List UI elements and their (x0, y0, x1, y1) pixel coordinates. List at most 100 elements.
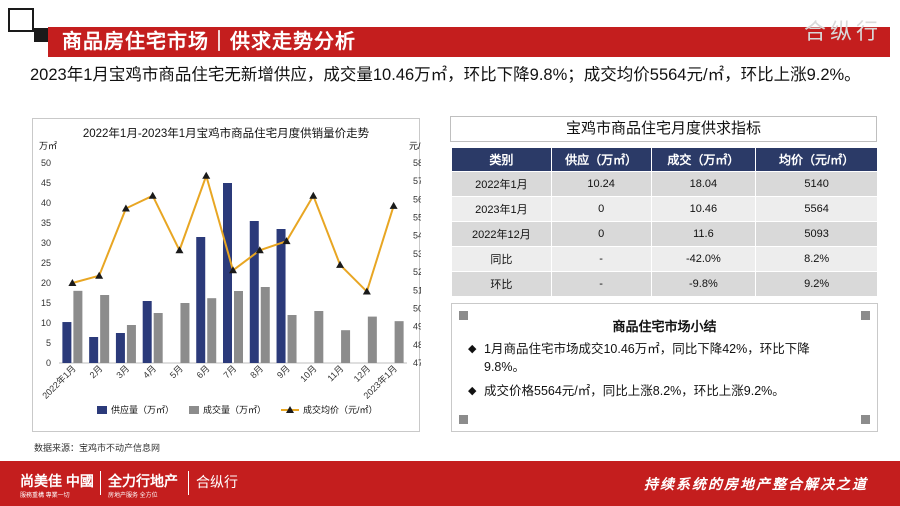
y-tick-right: 5600 (413, 194, 421, 204)
corner-square (861, 415, 870, 424)
bar-deal (367, 316, 377, 363)
bar-deal (73, 290, 83, 363)
y-axis-right-label: 元/㎡ (409, 141, 421, 151)
bar-supply (115, 333, 125, 363)
header-decor-square (8, 8, 34, 32)
y-tick-right: 5300 (413, 249, 421, 259)
marker-price (309, 191, 318, 199)
bar-deal (314, 311, 324, 363)
y-tick-left: 40 (41, 198, 51, 208)
corner-square (459, 415, 468, 424)
marker-price (121, 204, 130, 212)
table-cell: 0 (550, 196, 652, 222)
x-tick-label: 8月 (248, 363, 265, 380)
table-header-cell: 均价（元/㎡） (755, 147, 878, 172)
table-header-cell: 成交（万㎡） (650, 147, 757, 172)
table-cell: - (550, 246, 652, 272)
diamond-bullet-icon: ◆ (468, 385, 477, 397)
marker-price (389, 201, 398, 209)
table-cell: - (550, 271, 652, 297)
chart-svg: 万㎡ 元/㎡ 0 5 10 15 20 25 30 35 40 45 50 4700 4800 4900 500… (39, 141, 421, 415)
marker-price (95, 271, 104, 279)
y-tick-left: 5 (46, 338, 51, 348)
y-tick-left: 30 (41, 238, 51, 248)
bar-supply (142, 301, 152, 363)
footer-divider (188, 471, 189, 495)
footer-logo-quanlixing-sub: 房地产服务 全方位 (108, 493, 158, 499)
line-price (72, 172, 395, 294)
bar-deal (341, 330, 351, 363)
marker-price (336, 260, 345, 268)
bar-supply (249, 221, 259, 363)
legend-label-supply: 供应量（万㎡） (111, 404, 174, 415)
bar-deal (287, 315, 297, 363)
supply-demand-table: 类别 供应（万㎡） 成交（万㎡） 均价（元/㎡） 2022年1月 10.24 1… (451, 147, 878, 297)
x-tick-label: 10月 (298, 363, 319, 384)
x-tick-label: 7月 (221, 363, 238, 380)
table-row: 同比 - -42.0% 8.2% (451, 246, 878, 272)
y-tick-right: 5400 (413, 231, 421, 241)
table-cell: 2023年1月 (451, 196, 552, 222)
page-title: 商品房住宅市场｜供求走势分析 (62, 31, 356, 53)
y-tick-left: 20 (41, 278, 51, 288)
table-cell: 环比 (451, 271, 552, 297)
table-row: 2022年1月 10.24 18.04 5140 (451, 171, 878, 197)
table-cell: 5564 (755, 196, 878, 222)
y-tick-right: 5000 (413, 303, 421, 313)
table-cell: 8.2% (755, 246, 878, 272)
table-cell: 10.24 (550, 171, 652, 197)
source-note: 数据来源：宝鸡市不动产信息网 (34, 443, 161, 453)
bar-deal (153, 313, 163, 363)
corner-square (459, 311, 468, 320)
table-cell: -42.0% (650, 246, 757, 272)
bar-deal (394, 321, 404, 363)
y-tick-left: 0 (46, 358, 51, 368)
marker-price (68, 279, 77, 286)
bar-supply (89, 337, 99, 363)
y-tick-left: 50 (41, 158, 51, 168)
marker-price (175, 246, 184, 254)
supply-table-wrapper: 类别 供应（万㎡） 成交（万㎡） 均价（元/㎡） 2022年1月 10.24 1… (451, 147, 878, 297)
footer-logo-hezongxing: 合纵行 (196, 474, 238, 490)
summary-item-text: 1月商品住宅市场成交10.46万㎡，同比下降42%，环比下降9.8%。 (484, 342, 810, 374)
table-cell: 5093 (755, 221, 878, 247)
footer-logo-shangmeijia-sub: 服務重構 專業一切 (20, 493, 70, 499)
bar-deal (100, 295, 110, 363)
table-row: 2022年12月 0 11.6 5093 (451, 221, 878, 247)
marker-price (255, 246, 264, 254)
table-row: 环比 - -9.8% 9.2% (451, 271, 878, 297)
table-cell: 2022年1月 (451, 171, 552, 197)
watermark-logo: 合纵行 (803, 19, 882, 44)
legend-swatch-deal (189, 406, 199, 414)
summary-item: ◆ 成交价格5564元/㎡，同比上涨8.2%，环比上涨9.2%。 (468, 382, 814, 400)
y-tick-right: 4800 (413, 340, 421, 350)
diamond-bullet-icon: ◆ (468, 343, 477, 355)
footer-bar: 尚美佳 中國 服務重構 專業一切 全力行地产 房地产服务 全方位 合纵行 持续系… (0, 461, 900, 506)
bar-deal (126, 325, 136, 363)
x-tick-label: 5月 (168, 363, 185, 380)
x-tick-label: 12月 (352, 363, 373, 384)
legend-swatch-supply (97, 406, 107, 414)
summary-panel: 商品住宅市场小结 ◆ 1月商品住宅市场成交10.46万㎡，同比下降42%，环比下… (451, 303, 878, 432)
table-cell: 2022年12月 (451, 221, 552, 247)
bar-deal (260, 287, 270, 363)
header-decor-square-filled (34, 28, 48, 42)
marker-price (282, 237, 291, 245)
table-cell: -9.8% (650, 271, 757, 297)
y-tick-right: 5500 (413, 213, 421, 223)
chart-title: 2022年1月-2023年1月宝鸡市商品住宅月度供销量价走势 (82, 128, 370, 140)
bar-supply (62, 322, 72, 363)
y-axis-left-label: 万㎡ (39, 141, 57, 151)
marker-price (202, 171, 211, 179)
footer-slogan: 持续系统的房地产整合解决之道 (644, 476, 868, 492)
table-title: 宝鸡市商品住宅月度供求指标 (450, 116, 877, 142)
table-row: 2023年1月 0 10.46 5564 (451, 196, 878, 222)
table-cell: 0 (550, 221, 652, 247)
legend-marker-price (286, 406, 294, 413)
corner-square (861, 311, 870, 320)
intro-text: 2023年1月宝鸡市商品住宅无新增供应，成交量10.46万㎡，环比下降9.8%；… (30, 66, 861, 84)
y-tick-right: 5200 (413, 267, 421, 277)
footer-divider (100, 471, 101, 495)
table-cell: 18.04 (650, 171, 757, 197)
y-tick-left: 15 (41, 298, 51, 308)
